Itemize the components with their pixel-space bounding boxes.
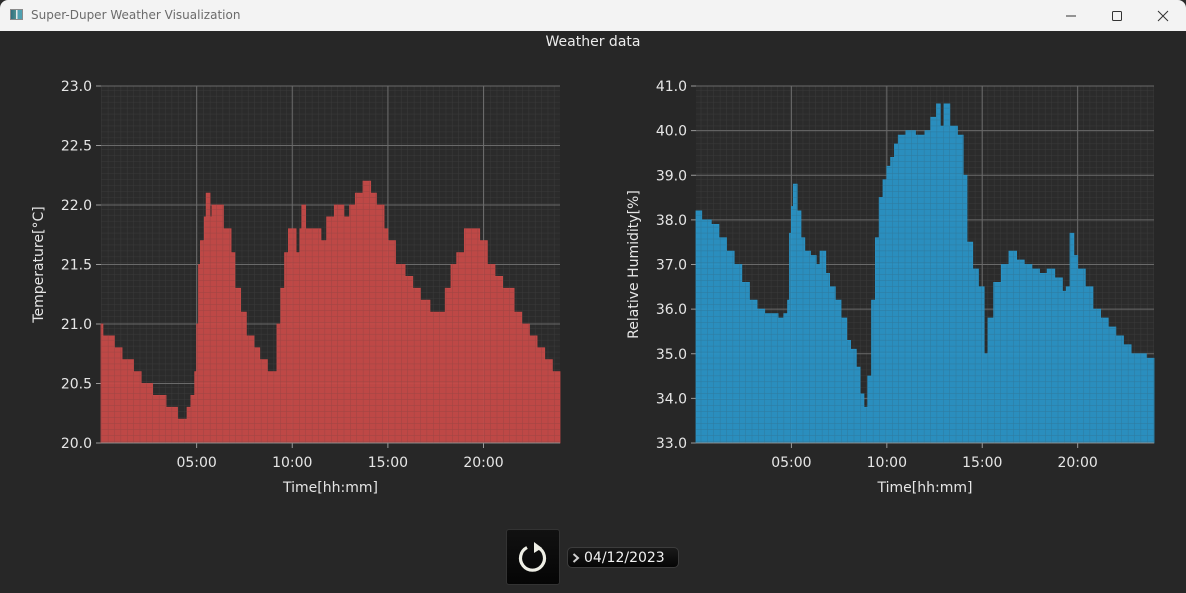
x-tick-label: 20:00 bbox=[1057, 455, 1097, 471]
x-axis-title: Time[hh:mm] bbox=[877, 480, 973, 496]
y-tick-label: 35.0 bbox=[656, 347, 687, 363]
y-tick-label: 23.0 bbox=[61, 79, 92, 95]
x-tick-label: 05:00 bbox=[771, 455, 811, 471]
temperature-chart: 20.0 20.5 21.0 21.5 22.0 22.5 23.0 05:00 10:00 15… bbox=[31, 79, 561, 496]
y-tick-label: 38.0 bbox=[656, 213, 687, 229]
window-title: Super-Duper Weather Visualization bbox=[31, 8, 241, 22]
y-tick-label: 40.0 bbox=[656, 124, 687, 140]
x-tick-label: 15:00 bbox=[368, 455, 408, 471]
refresh-button[interactable] bbox=[506, 529, 560, 585]
maximize-button[interactable] bbox=[1094, 0, 1140, 31]
date-picker-field[interactable]: 04/12/2023 bbox=[567, 547, 679, 568]
page-title: Weather data bbox=[545, 34, 641, 50]
x-axis-title: Time[hh:mm] bbox=[282, 480, 378, 496]
y-tick-label: 36.0 bbox=[656, 302, 687, 318]
x-tick-label: 15:00 bbox=[962, 455, 1002, 471]
title-bar: Super-Duper Weather Visualization bbox=[0, 0, 1186, 31]
minimize-icon bbox=[1066, 15, 1076, 16]
y-axis-title: Relative Humidity[%] bbox=[626, 190, 642, 339]
y-tick-label: 34.0 bbox=[656, 391, 687, 407]
maximize-icon bbox=[1112, 10, 1122, 21]
chevron-right-icon[interactable] bbox=[568, 552, 584, 563]
y-tick-label: 33.0 bbox=[656, 436, 687, 452]
close-button[interactable] bbox=[1140, 0, 1186, 31]
x-tick-label: 10:00 bbox=[867, 455, 907, 471]
y-tick-label: 20.5 bbox=[61, 377, 92, 393]
y-tick-label: 21.5 bbox=[61, 258, 92, 274]
y-tick-label: 39.0 bbox=[656, 168, 687, 184]
y-axis-title: Temperature[°C] bbox=[31, 206, 47, 323]
charts-canvas: 20.0 20.5 21.0 21.5 22.0 22.5 23.0 05:00 10:00 15… bbox=[31, 79, 1155, 496]
x-tick-label: 05:00 bbox=[176, 455, 216, 471]
y-tick-label: 22.0 bbox=[61, 198, 92, 214]
main-content: Weather data 20.0 20.5 21.0 21.5 22.0 22.5 23.… bbox=[0, 31, 1186, 593]
refresh-icon bbox=[518, 542, 547, 572]
y-tick-label: 41.0 bbox=[656, 79, 687, 95]
y-tick-label: 21.0 bbox=[61, 317, 92, 333]
y-tick-label: 22.5 bbox=[61, 139, 92, 155]
humidity-chart: 33.0 34.0 35.0 36.0 37.0 38.0 39.0 40.0 41.0 05:0… bbox=[626, 79, 1155, 496]
y-tick-label: 20.0 bbox=[61, 436, 92, 452]
close-icon bbox=[1157, 10, 1169, 21]
x-tick-label: 10:00 bbox=[272, 455, 312, 471]
date-value[interactable]: 04/12/2023 bbox=[584, 549, 665, 566]
x-tick-label: 20:00 bbox=[463, 455, 503, 471]
y-tick-label: 37.0 bbox=[656, 258, 687, 274]
minimize-button[interactable] bbox=[1048, 0, 1094, 31]
app-icon bbox=[10, 9, 23, 20]
